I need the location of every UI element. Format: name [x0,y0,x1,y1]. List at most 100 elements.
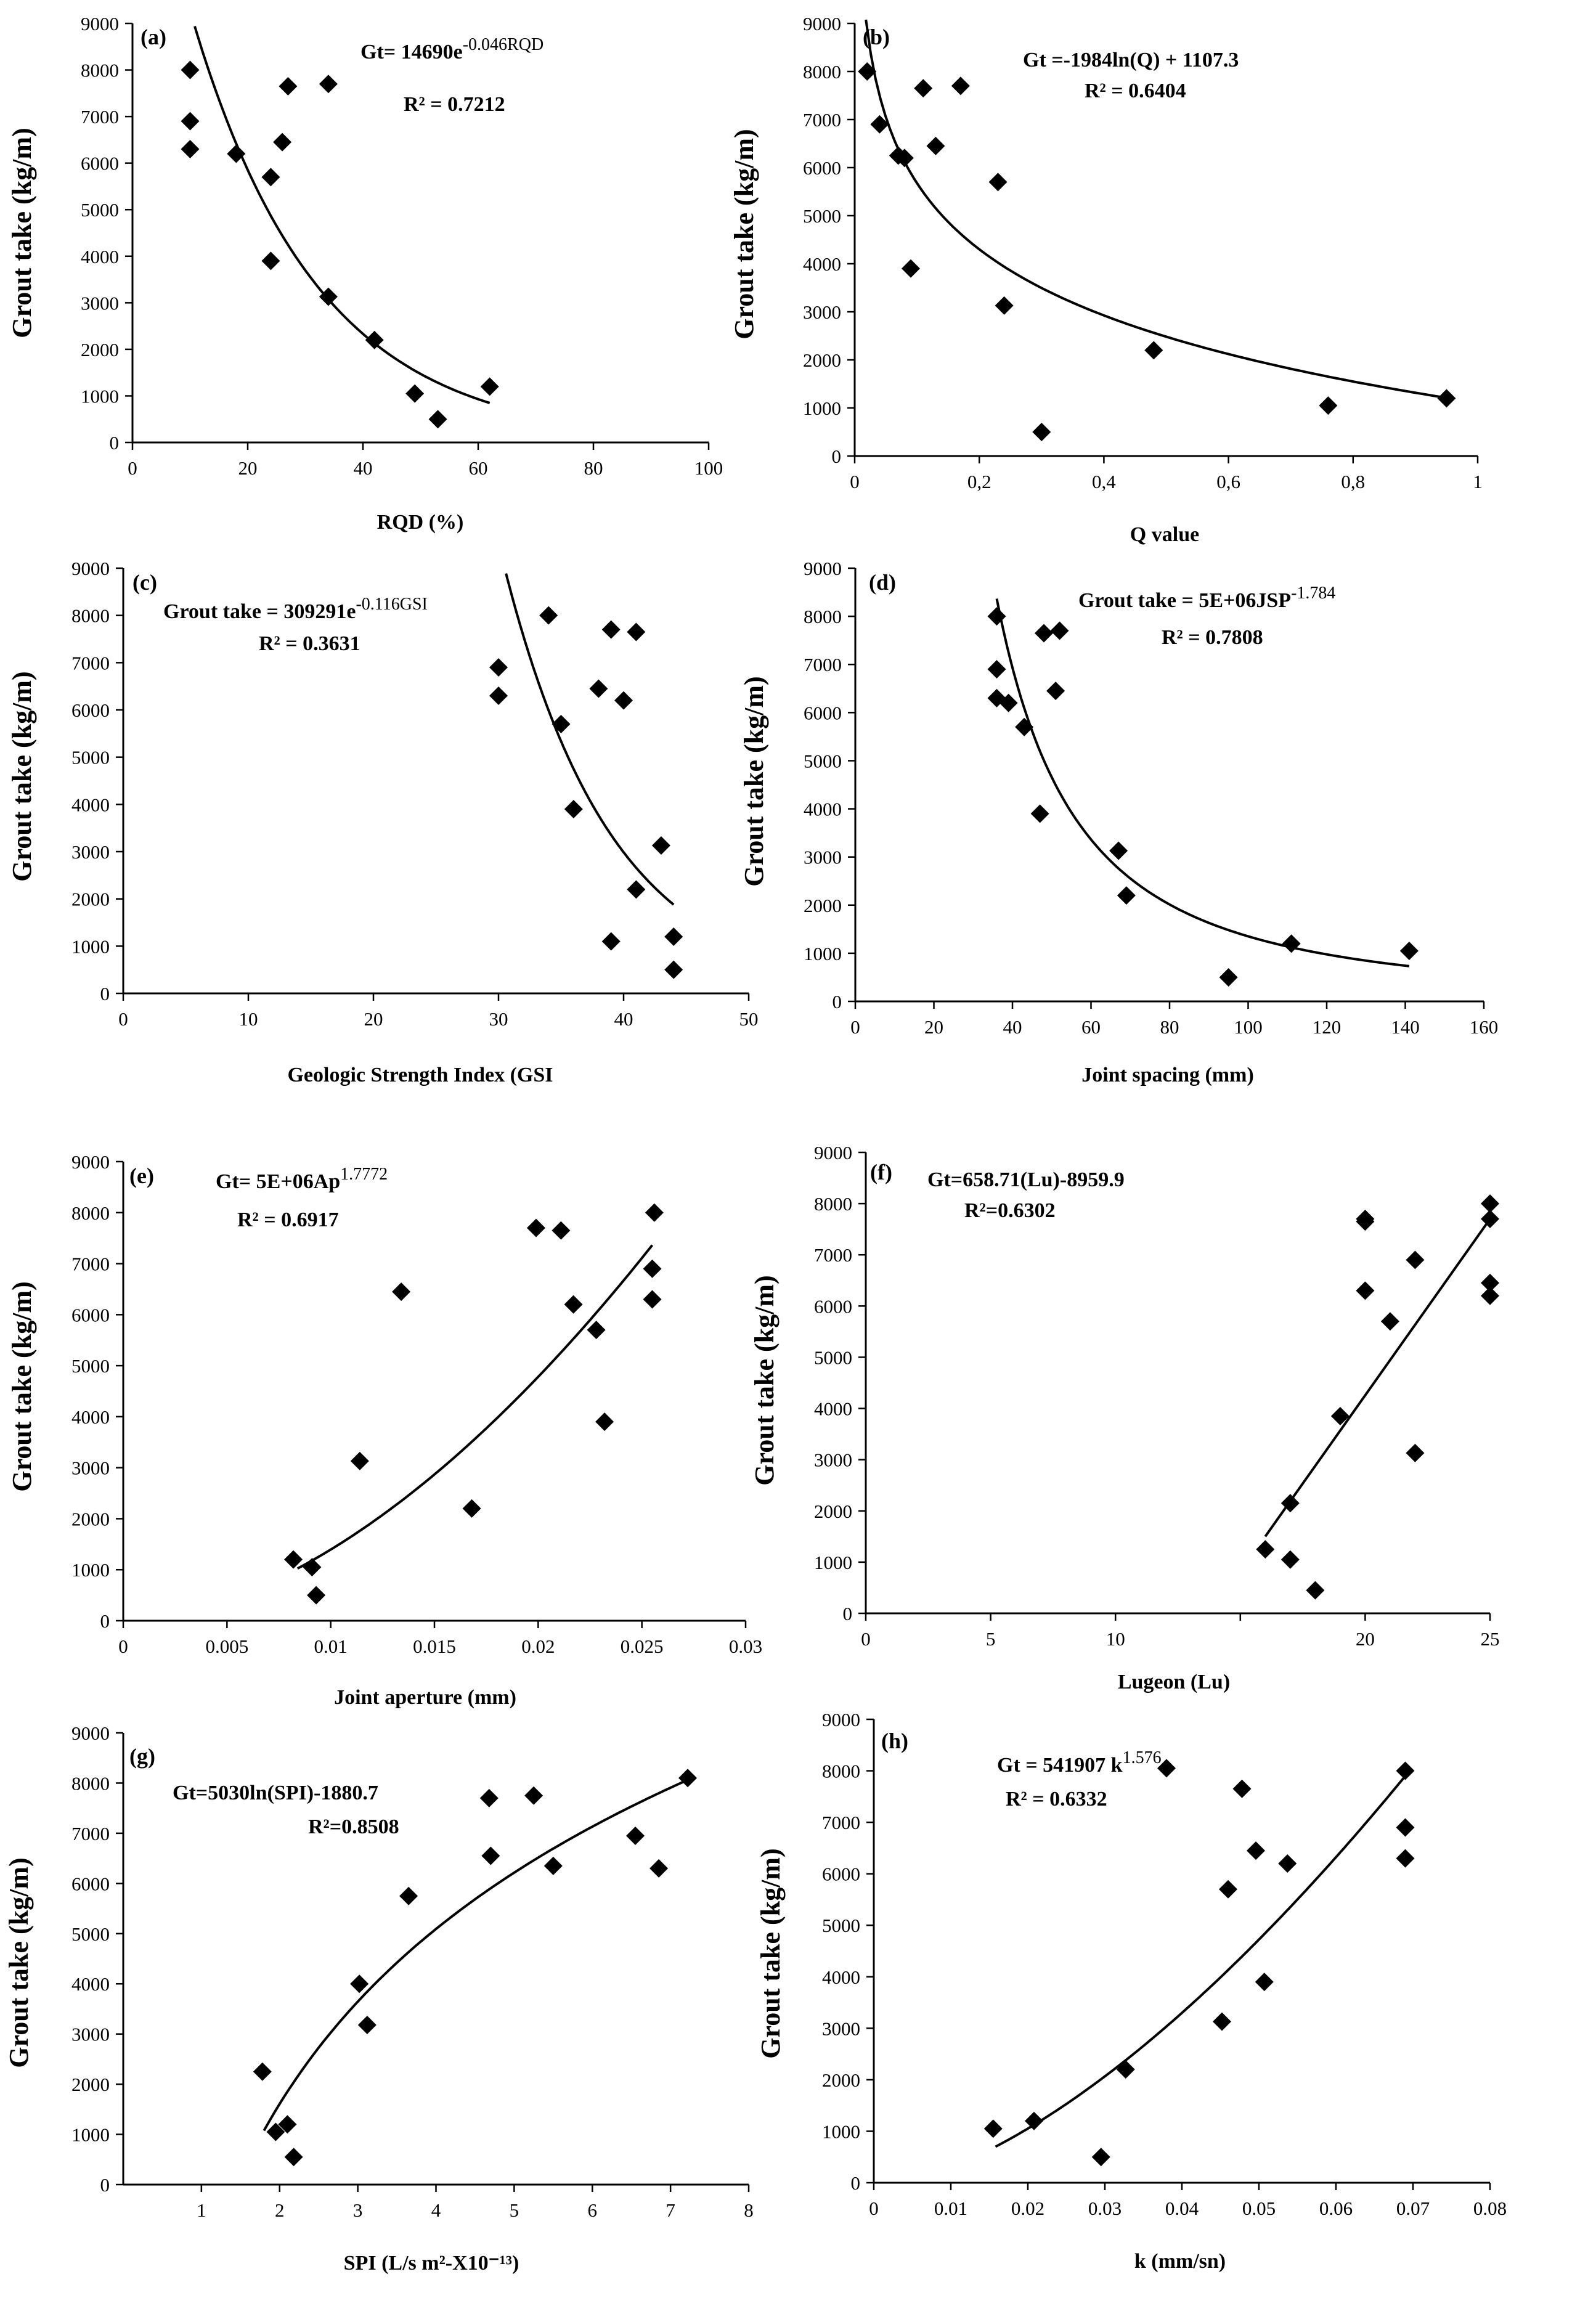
trendline [505,573,675,906]
x-tick-label: 80 [1160,1016,1179,1038]
x-axis-title: Lugeon (Lu) [1118,1671,1230,1693]
x-tick-label: 0.025 [621,1636,664,1657]
y-tick-label: 9000 [81,13,119,35]
data-point [643,1259,662,1278]
regression-equation: Gt= 5E+06Ap1.7772 [216,1165,388,1193]
y-tick-label: 3000 [71,2024,110,2045]
y-tick-label: 5000 [804,750,842,772]
data-point [988,173,1008,192]
data-point [999,693,1018,712]
data-point [1050,621,1069,640]
y-tick-label: 6000 [71,1304,110,1326]
x-tick-label: 0.05 [1242,2198,1276,2219]
y-tick-label: 6000 [803,157,841,179]
data-point [627,880,646,899]
y-tick-label: 1000 [814,1552,852,1573]
data-point [1030,804,1049,823]
data-point [987,607,1006,626]
x-tick-label: 0.01 [934,2198,967,2219]
data-point [552,715,571,733]
x-axis-title: Joint spacing (mm) [1081,1064,1254,1086]
y-tick-label: 1000 [804,943,842,964]
equation-base: Gt=658.71(Lu)-8959.9 [927,1168,1125,1191]
y-tick-label: 2000 [803,349,841,371]
trendline [865,19,1447,399]
y-tick-label: 8000 [71,1772,110,1794]
y-tick-label: 5000 [822,1915,860,1936]
regression-equation: Gt =-1984ln(Q) + 1107.3 [1023,49,1239,71]
x-tick-label: 0 [869,2198,879,2219]
data-point [1280,1550,1300,1569]
data-point [895,149,914,168]
x-tick-label: 0.04 [1165,2198,1199,2219]
data-point [1116,2060,1135,2079]
data-point [405,384,425,403]
x-tick-label: 0.03 [1088,2198,1122,2219]
data-point [261,168,280,187]
trendline [193,26,491,404]
data-point [350,1451,369,1470]
y-tick-label: 3000 [81,292,119,314]
x-axis-title: RQD (%) [377,511,464,534]
data-point [544,1856,563,1875]
trendline [296,1244,654,1570]
y-tick-label: 8000 [803,61,841,83]
r-squared: R² = 0.7212 [404,93,505,116]
data-point [678,1769,698,1788]
panel-label: (g) [129,1744,155,1769]
data-point [1157,1759,1176,1778]
chart-panel-d: 0 1000 2000 3000 4000 5000 6000 7000 8000 9000 0 20… [739,558,1498,1086]
y-tick-label: 0 [832,446,842,467]
x-tick-label: 0,6 [1216,471,1240,492]
r-squared: R² = 0.3631 [259,632,360,655]
y-tick-label: 7000 [822,1812,860,1833]
data-point [181,60,200,79]
data-point [350,1974,369,1994]
data-point [1144,341,1163,360]
y-tick-label: 0 [833,991,842,1012]
x-tick-label: 0.02 [1011,2198,1044,2219]
y-tick-label: 7000 [814,1244,852,1266]
equation-exponent: 1.576 [1123,1748,1162,1767]
y-tick-label: 1000 [81,385,119,407]
data-point [1117,886,1136,905]
data-point [926,136,945,155]
x-tick-label: 0.08 [1473,2198,1507,2219]
equation-base: Gt=5030ln(SPI)-1880.7 [173,1782,378,1804]
x-tick-label: 0.01 [314,1636,348,1657]
y-tick-label: 5000 [803,205,841,227]
data-point [481,1846,500,1865]
chart-panel-a: 0 1000 2000 3000 4000 5000 6000 7000 8000 9000 0 20… [7,13,723,534]
data-point [1380,1312,1399,1331]
x-tick-label: 5 [986,1628,996,1650]
data-point [524,1786,544,1805]
panel-label: (e) [129,1163,154,1188]
r-squared: R² = 0.6404 [1085,79,1186,102]
equation-exponent: 1.7772 [340,1165,388,1184]
x-tick-label: 0,8 [1341,471,1365,492]
x-tick-label: 0 [861,1628,871,1650]
y-tick-label: 3000 [71,841,110,863]
y-tick-label: 4000 [822,1966,860,1988]
data-point [1109,841,1128,860]
x-tick-label: 7 [666,2199,675,2221]
data-point [489,658,508,677]
y-tick-label: 8000 [804,606,842,627]
y-tick-label: 9000 [822,1709,860,1730]
chart-panel-b: 0 1000 2000 3000 4000 5000 6000 7000 8000 9000 0 0,… [729,13,1483,546]
y-axis-title: Grout take (kg/m) [739,676,769,886]
y-tick-label: 6000 [81,153,119,174]
r-squared: R²=0.8508 [308,1815,399,1838]
x-tick-label: 50 [739,1008,759,1030]
data-point [1032,423,1051,441]
x-tick-label: 5 [510,2199,519,2221]
equation-base: Gt= 5E+06Ap [216,1170,340,1193]
data-point [626,1826,645,1845]
y-tick-label: 9000 [71,1151,110,1173]
x-axis-title: k (mm/sn) [1134,2250,1226,2273]
y-tick-label: 2000 [71,889,110,910]
data-point [279,77,298,96]
y-tick-label: 3000 [804,847,842,868]
y-tick-label: 2000 [71,2074,110,2095]
panel-label: (a) [140,25,166,49]
